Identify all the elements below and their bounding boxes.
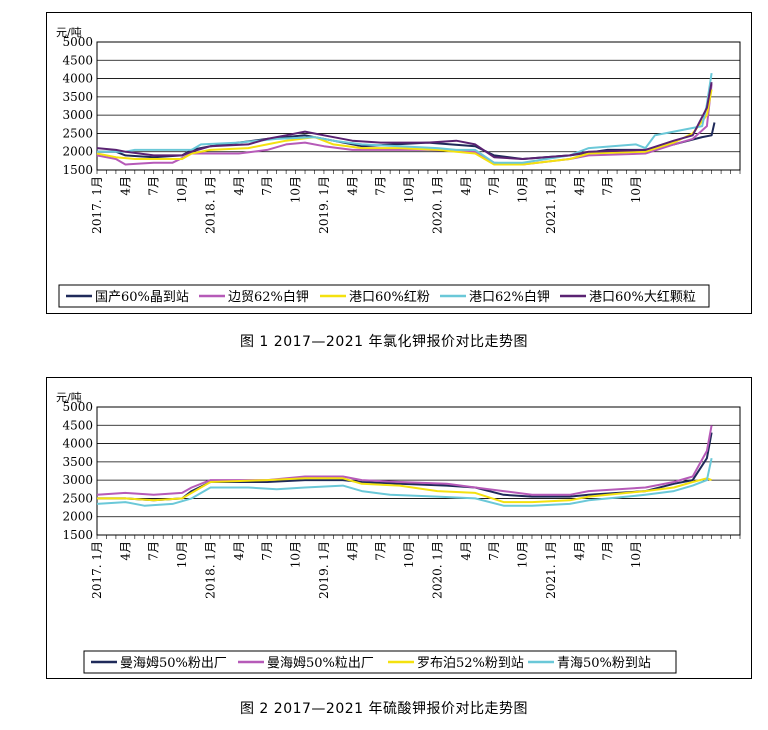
legend-label: 罗布泊52%粉到站 <box>417 656 524 671</box>
x-tick-label: 10月 <box>175 176 189 203</box>
x-tick-label: 2020. 1月 <box>430 541 444 599</box>
y-tick-label: 2000 <box>62 510 93 524</box>
y-tick-label: 2500 <box>62 491 93 505</box>
x-tick-label: 2021. 1月 <box>544 176 558 234</box>
x-tick-label: 7月 <box>374 176 388 196</box>
x-tick-label: 2020. 1月 <box>430 176 444 234</box>
series-line <box>96 83 713 166</box>
chart-frame <box>46 377 752 679</box>
y-tick-label: 1500 <box>62 528 93 542</box>
x-tick-label: 2017. 1月 <box>90 541 104 599</box>
figure-caption: 图 2 2017—2021 年硫酸钾报价对比走势图 <box>239 701 528 717</box>
series-line <box>96 425 713 496</box>
y-tick-label: 4500 <box>62 418 93 432</box>
x-tick-label: 4月 <box>118 541 132 561</box>
legend-label: 曼海姆50%粒出厂 <box>267 656 374 671</box>
figure-2: 1500 2000 2500 3000 3500 4000 4500 5000 元/吨 2017.… <box>0 365 768 730</box>
y-tick-label: 2000 <box>62 145 93 159</box>
legend-label: 港口60%大红颗粒 <box>589 289 696 305</box>
x-tick-label: 10月 <box>289 541 303 568</box>
x-tick-label: 2019. 1月 <box>317 176 331 234</box>
x-tick-label: 7月 <box>260 541 274 561</box>
x-tick-label: 4月 <box>232 176 246 196</box>
y-axis-unit: 元/吨 <box>56 391 82 404</box>
x-tick-label: 4月 <box>345 541 359 561</box>
x-tick-label: 10月 <box>516 541 530 568</box>
legend <box>83 650 677 674</box>
x-tick-label: 7月 <box>487 176 501 196</box>
legend <box>58 284 710 308</box>
x-tick-label: 2019. 1月 <box>317 541 331 599</box>
x-tick-label: 7月 <box>601 541 615 561</box>
y-tick-label: 5000 <box>62 400 93 414</box>
y-tick-label: 2500 <box>62 126 93 140</box>
y-tick-label: 3500 <box>62 90 93 104</box>
series-line <box>97 477 712 504</box>
x-tick-label: 2018. 1月 <box>203 541 217 599</box>
x-tick-label: 10月 <box>629 176 643 203</box>
series-line <box>97 72 713 164</box>
y-tick-label: 4000 <box>62 437 93 451</box>
x-tick-label: 10月 <box>175 541 189 568</box>
x-tick-label: 2021. 1月 <box>544 541 558 599</box>
x-tick-label: 4月 <box>572 176 586 196</box>
x-tick-label: 4月 <box>345 176 359 196</box>
legend-label: 边贸62%白钾 <box>228 289 309 305</box>
y-tick-label: 4000 <box>62 72 93 86</box>
x-tick-label: 10月 <box>402 541 416 568</box>
legend-label: 港口60%红粉 <box>349 289 430 305</box>
x-tick-label: 7月 <box>260 176 274 196</box>
y-tick-label: 4500 <box>62 53 93 67</box>
x-tick-label: 4月 <box>572 541 586 561</box>
figure-1: 1500 2000 2500 3000 3500 4000 4500 5000 元/吨 2017.… <box>46 12 752 350</box>
x-tick-label: 2017. 1月 <box>90 176 104 234</box>
x-tick-label: 4月 <box>118 176 132 196</box>
series-line <box>96 457 713 507</box>
x-tick-label: 4月 <box>232 541 246 561</box>
legend-label: 港口62%白钾 <box>469 289 550 305</box>
legend-label: 青海50%粉到站 <box>557 656 651 671</box>
y-tick-label: 3000 <box>62 473 93 487</box>
series-line <box>96 89 713 166</box>
x-tick-label: 10月 <box>289 176 303 203</box>
series-line <box>96 82 713 160</box>
x-tick-label: 7月 <box>487 541 501 561</box>
x-tick-label: 7月 <box>147 176 161 196</box>
x-tick-label: 4月 <box>459 176 473 196</box>
x-tick-label: 2018. 1月 <box>203 176 217 234</box>
figure-caption: 图 1 2017—2021 年氯化钾报价对比走势图 <box>239 334 528 350</box>
plot-area <box>96 406 741 536</box>
x-tick-label: 10月 <box>629 541 643 568</box>
legend-label: 曼海姆50%粉出厂 <box>120 656 227 671</box>
y-tick-label: 5000 <box>62 35 93 49</box>
x-tick-label: 7月 <box>601 176 615 196</box>
x-tick-label: 7月 <box>374 541 388 561</box>
x-tick-label: 10月 <box>402 176 416 203</box>
y-axis-unit: 元/吨 <box>56 26 82 39</box>
y-tick-label: 1500 <box>62 163 93 177</box>
legend-label: 国产60%晶到站 <box>95 290 189 305</box>
x-tick-label: 10月 <box>516 176 530 203</box>
y-tick-label: 3000 <box>62 108 93 122</box>
x-tick-label: 7月 <box>147 541 161 561</box>
y-tick-label: 3500 <box>62 455 93 469</box>
x-tick-label: 4月 <box>459 541 473 561</box>
